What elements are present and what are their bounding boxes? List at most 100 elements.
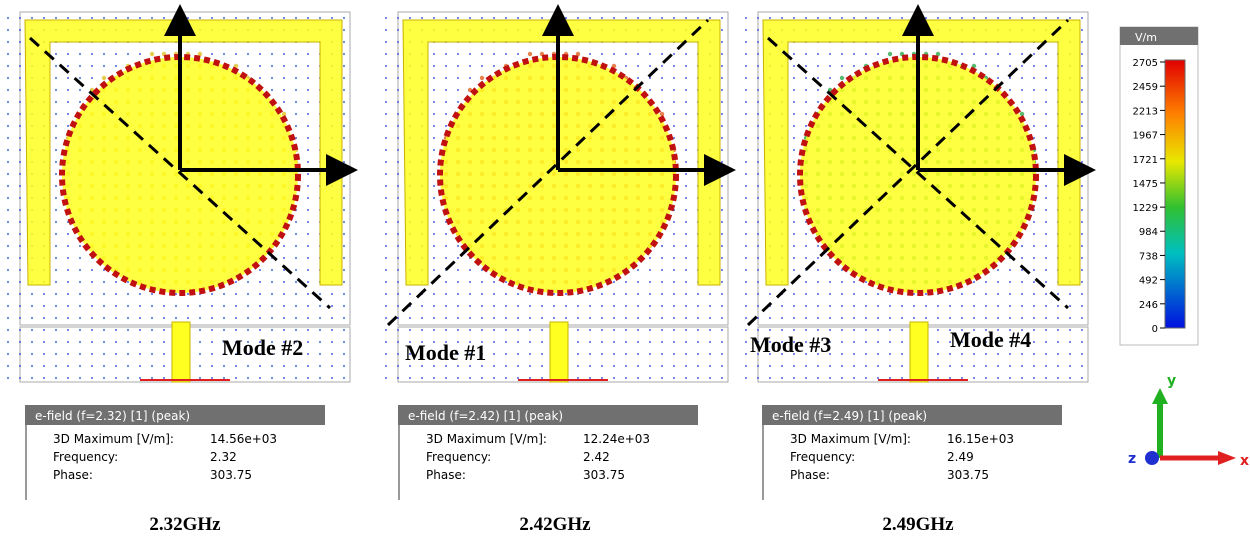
field-dot	[757, 245, 759, 247]
field-dot	[757, 305, 759, 307]
field-dot	[397, 221, 399, 223]
field-dot	[103, 377, 105, 379]
field-dot	[973, 293, 975, 295]
info-value: 303.75	[947, 468, 989, 482]
field-dot	[769, 317, 771, 319]
mode-label: Mode #3	[750, 332, 831, 357]
field-dot	[1045, 65, 1047, 67]
field-dot	[1021, 77, 1023, 79]
field-dot	[660, 112, 664, 116]
field-dot	[1081, 341, 1083, 343]
field-dot	[901, 353, 903, 355]
field-dot	[793, 209, 795, 211]
field-dot	[433, 221, 435, 223]
field-dot	[829, 317, 831, 319]
field-dot	[1033, 101, 1035, 103]
field-dot	[91, 269, 93, 271]
field-dot	[163, 341, 165, 343]
field-dot	[721, 353, 723, 355]
field-dot	[457, 329, 459, 331]
field-dot	[283, 17, 285, 19]
field-dot	[19, 65, 21, 67]
caption: 2.32GHz	[149, 514, 221, 535]
field-dot	[307, 293, 309, 295]
field-dot	[1045, 245, 1047, 247]
field-dot	[805, 77, 807, 79]
field-dot	[31, 317, 33, 319]
field-dot	[397, 245, 399, 247]
field-dot	[307, 281, 309, 283]
field-dot	[385, 341, 387, 343]
field-dot	[307, 233, 309, 235]
field-dot	[1045, 125, 1047, 127]
field-dot	[103, 17, 105, 19]
field-dot	[937, 17, 939, 19]
field-dot	[793, 89, 795, 91]
field-dot	[1009, 353, 1011, 355]
field-dot	[163, 305, 165, 307]
field-dot	[103, 293, 105, 295]
field-dot	[517, 305, 519, 307]
field-dot	[19, 269, 21, 271]
field-dot	[769, 17, 771, 19]
field-dot	[901, 365, 903, 367]
field-dot	[685, 257, 687, 259]
field-dot	[1033, 125, 1035, 127]
feed-line	[550, 322, 568, 382]
field-dot	[79, 317, 81, 319]
field-dot	[745, 149, 747, 151]
field-dot	[19, 29, 21, 31]
field-dot	[1033, 17, 1035, 19]
field-dot	[55, 17, 57, 19]
field-dot	[397, 185, 399, 187]
field-dot	[625, 341, 627, 343]
field-dot	[1033, 281, 1035, 283]
field-dot	[517, 365, 519, 367]
field-dot	[307, 269, 309, 271]
field-dot	[1033, 257, 1035, 259]
field-dot	[259, 17, 261, 19]
field-dot	[19, 377, 21, 379]
field-dot	[79, 65, 81, 67]
field-dot	[1081, 317, 1083, 319]
field-dot	[19, 161, 21, 163]
field-dot	[307, 197, 309, 199]
field-dot	[55, 329, 57, 331]
field-dot	[55, 281, 57, 283]
field-dot	[1033, 365, 1035, 367]
field-dot	[541, 353, 543, 355]
field-dot	[829, 65, 831, 67]
field-dot	[307, 137, 309, 139]
field-dot	[91, 65, 93, 67]
field-dot	[433, 377, 435, 379]
field-dot	[295, 89, 297, 91]
field-dot	[385, 305, 387, 307]
field-dot	[7, 149, 9, 151]
field-dot	[433, 197, 435, 199]
field-dot	[343, 293, 345, 295]
field-dot	[625, 365, 627, 367]
field-dot	[282, 112, 286, 116]
colorbar-tick-label: 492	[1139, 276, 1158, 287]
field-dot	[283, 65, 285, 67]
field-dot	[937, 353, 939, 355]
info-label: Frequency:	[790, 450, 855, 464]
info-label: 3D Maximum [V/m]:	[790, 432, 911, 446]
field-dot	[625, 317, 627, 319]
field-dot	[601, 293, 603, 295]
field-dot	[271, 329, 273, 331]
field-dot	[889, 17, 891, 19]
figure: Mode #2e-field (f=2.32) [1] (peak)3D Max…	[0, 0, 1250, 541]
field-dot	[457, 281, 459, 283]
field-dot	[1033, 317, 1035, 319]
field-dot	[877, 353, 879, 355]
field-dot	[445, 65, 447, 67]
field-dot	[91, 53, 93, 55]
field-dot	[985, 293, 987, 295]
field-dot	[505, 341, 507, 343]
field-dot	[721, 53, 723, 55]
field-dot	[343, 53, 345, 55]
field-dot	[433, 149, 435, 151]
field-dot	[541, 17, 543, 19]
field-dot	[67, 353, 69, 355]
